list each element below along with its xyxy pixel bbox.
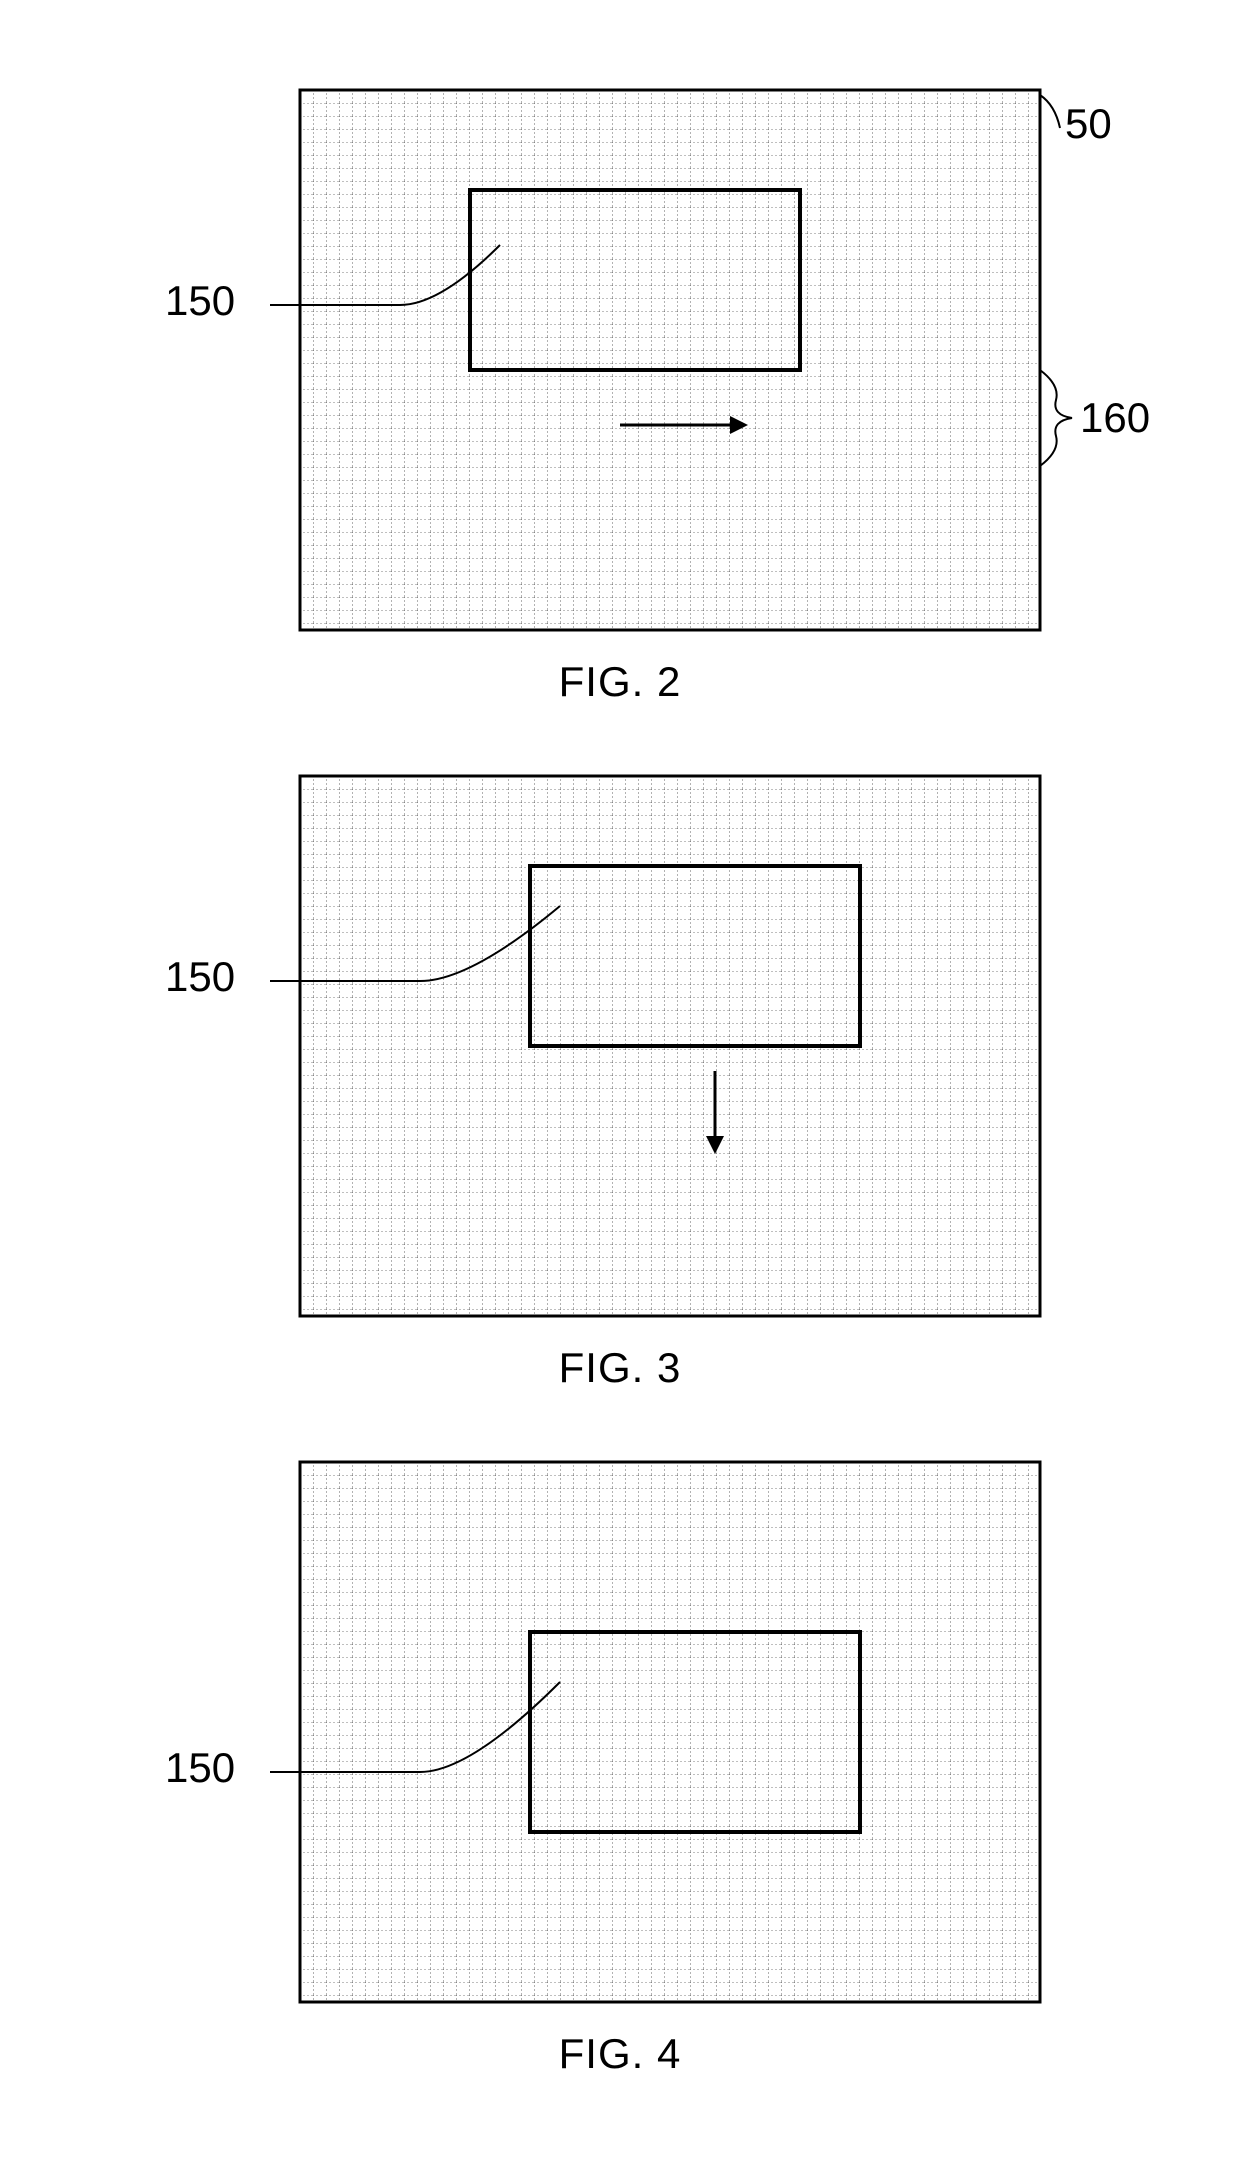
- figure-3-block: 150 FIG. 3: [0, 766, 1240, 1392]
- figure-4-block: 150 FIG. 4: [0, 1452, 1240, 2078]
- caption-fig2: FIG. 2: [0, 658, 1240, 706]
- panel-4: [300, 1462, 1040, 2002]
- leader-160-fig2: [1040, 370, 1072, 466]
- caption-fig3: FIG. 3: [0, 1344, 1240, 1392]
- label-150-fig4: 150: [165, 1744, 235, 1791]
- page: 150 50 160 FIG. 2: [0, 0, 1240, 2158]
- figure-2-block: 150 50 160 FIG. 2: [0, 80, 1240, 706]
- figure-4-svg: 150: [0, 1452, 1240, 2012]
- figure-3-svg: 150: [0, 766, 1240, 1326]
- panel-2: [300, 90, 1040, 630]
- label-160-fig2: 160: [1080, 394, 1150, 441]
- caption-fig4: FIG. 4: [0, 2030, 1240, 2078]
- label-150-fig2: 150: [165, 277, 235, 324]
- leader-50-fig2: [1040, 95, 1060, 128]
- label-50-fig2: 50: [1065, 100, 1112, 147]
- figure-2-svg: 150 50 160: [0, 80, 1240, 640]
- label-150-fig3: 150: [165, 953, 235, 1000]
- panel-3: [300, 776, 1040, 1316]
